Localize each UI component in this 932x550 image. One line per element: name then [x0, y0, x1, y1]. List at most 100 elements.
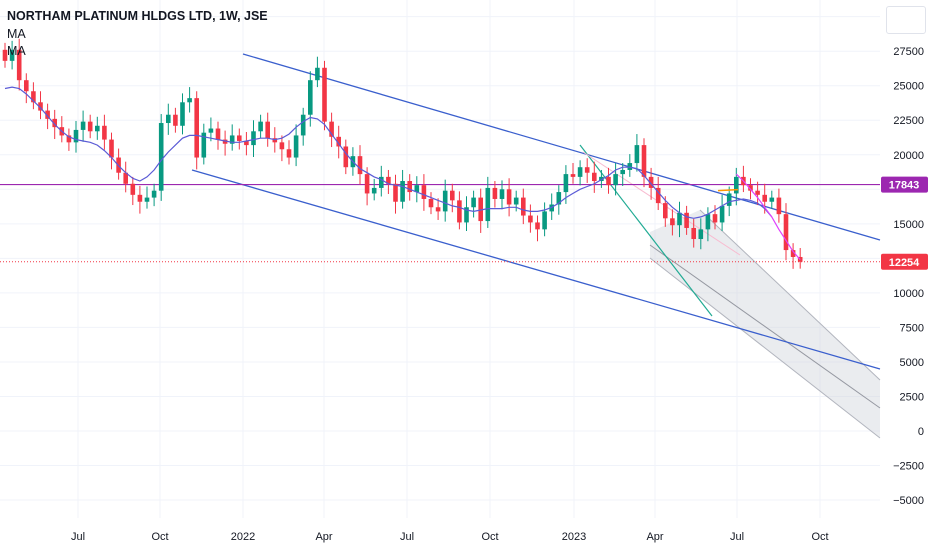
- candle: [308, 80, 313, 115]
- candle: [73, 129, 79, 143]
- candle: [95, 125, 100, 132]
- candle: [151, 190, 157, 198]
- candle: [258, 121, 263, 132]
- candle: [428, 198, 434, 208]
- x-axis-tick-label: Jul: [730, 531, 744, 543]
- chart-legend-toggle[interactable]: [886, 6, 926, 34]
- candle: [627, 163, 633, 170]
- candle: [386, 176, 391, 184]
- candle: [648, 176, 654, 188]
- price-tag: [881, 253, 928, 270]
- regression-midline: [649, 244, 881, 409]
- x-axis-tick-label: 2023: [562, 531, 586, 543]
- x-axis-tick-label: Oct: [481, 531, 498, 543]
- candle: [229, 135, 235, 144]
- candle: [577, 167, 583, 177]
- candle: [471, 197, 476, 208]
- candle: [563, 174, 569, 193]
- candle: [222, 139, 228, 144]
- chart-title: NORTHAM PLATINUM HLDGS LTD, 1W, JSE: [7, 9, 268, 23]
- y-axis-tick-label: 25000: [893, 81, 924, 93]
- candle: [166, 114, 171, 124]
- regression-channel: [650, 210, 880, 438]
- candle: [187, 98, 192, 103]
- candle: [201, 132, 207, 158]
- candle: [80, 121, 86, 130]
- candle: [584, 167, 590, 173]
- regression-lower: [649, 257, 881, 439]
- ma-indicator-label[interactable]: MA: [7, 27, 26, 41]
- y-axis-tick-label: 2500: [900, 391, 924, 403]
- candle: [755, 190, 760, 195]
- candle: [712, 214, 718, 223]
- candle: [329, 121, 334, 137]
- candle: [677, 212, 682, 226]
- candle: [521, 197, 526, 216]
- candle: [315, 67, 320, 81]
- candle: [300, 114, 306, 136]
- pink-trendline: [582, 151, 741, 256]
- price-tag: [881, 176, 928, 193]
- candle: [158, 123, 164, 191]
- candle: [16, 49, 22, 81]
- candle: [606, 176, 611, 186]
- trend-channel-upper: [242, 53, 881, 241]
- candle: [513, 197, 519, 205]
- candle: [457, 200, 462, 223]
- candle: [719, 205, 725, 223]
- x-axis-tick-label: Apr: [646, 531, 663, 543]
- candle: [45, 110, 50, 119]
- candle: [634, 145, 640, 164]
- candle: [435, 207, 441, 212]
- candle: [66, 135, 72, 143]
- candle: [102, 125, 107, 140]
- orange-marker: [717, 188, 739, 192]
- candle: [705, 214, 711, 230]
- candle: [535, 222, 540, 230]
- moving-average-line: [735, 173, 801, 261]
- candle: [485, 187, 491, 222]
- y-axis-tick-label: 10000: [893, 288, 924, 300]
- candle: [613, 174, 618, 186]
- candle: [492, 187, 498, 199]
- candle: [130, 183, 136, 195]
- price-tag-label: 17843: [889, 180, 920, 192]
- candle: [620, 169, 625, 175]
- x-axis-tick-label: Oct: [811, 531, 828, 543]
- candle: [237, 135, 242, 141]
- candle: [265, 121, 270, 139]
- x-axis-tick-label: 2022: [231, 531, 255, 543]
- candle: [357, 156, 363, 175]
- candle: [286, 149, 292, 158]
- candle: [464, 207, 469, 223]
- candle: [698, 229, 704, 240]
- candle: [123, 172, 128, 184]
- y-axis-tick-label: 20000: [893, 150, 924, 162]
- candle: [31, 91, 36, 103]
- candle: [322, 67, 327, 122]
- y-axis-tick-label: 22500: [893, 115, 924, 127]
- y-axis-tick-label: −5000: [893, 495, 924, 507]
- candle: [109, 139, 114, 158]
- ma-indicator-label[interactable]: MA: [7, 44, 26, 58]
- candle: [776, 197, 782, 215]
- y-axis-tick-label: 27500: [893, 46, 924, 58]
- candle: [251, 131, 256, 146]
- candle: [24, 80, 29, 92]
- x-axis-tick-label: Oct: [151, 531, 168, 543]
- candle: [215, 128, 221, 140]
- candle: [279, 142, 285, 150]
- candle: [783, 214, 789, 251]
- candle: [414, 185, 420, 193]
- candle: [208, 128, 214, 133]
- candle: [38, 102, 43, 111]
- candle: [2, 49, 8, 61]
- y-axis-tick-label: 0: [918, 426, 924, 438]
- x-axis-tick-label: Apr: [315, 531, 332, 543]
- candle: [663, 203, 668, 219]
- candle: [293, 135, 299, 158]
- y-axis-tick-label: 15000: [893, 219, 924, 231]
- price-tag-label: 12254: [889, 257, 920, 269]
